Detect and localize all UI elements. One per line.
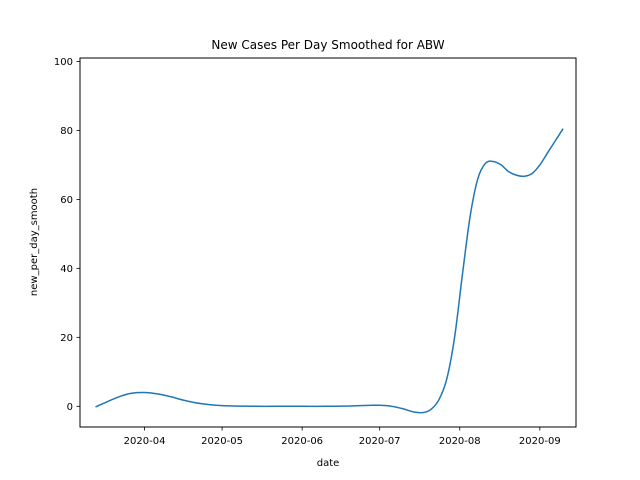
plot-area: [95, 128, 564, 414]
x-tick-label: 2020-08: [439, 436, 481, 447]
x-axis-title: date: [317, 458, 340, 469]
y-tick-label: 40: [60, 264, 73, 275]
x-tick-label: 2020-06: [281, 436, 323, 447]
axes-frame: [79, 57, 577, 428]
chart-title: New Cases Per Day Smoothed for ABW: [211, 38, 444, 52]
y-tick-label: 20: [60, 333, 73, 344]
x-tick-label: 2020-05: [201, 436, 243, 447]
y-tick-label: 60: [60, 195, 73, 206]
y-tick-label: 100: [54, 57, 73, 68]
y-axis: 0 20 40 60 80 100: [54, 57, 80, 413]
y-tick-label: 80: [60, 126, 73, 137]
x-tick-label: 2020-07: [359, 436, 401, 447]
y-tick-label: 0: [67, 402, 73, 413]
y-axis-title: new_per_day_smooth: [29, 188, 40, 296]
x-axis: 2020-04 2020-05 2020-06 2020-07 2020-08 2020-…: [124, 427, 561, 447]
x-tick-label: 2020-04: [124, 436, 166, 447]
x-tick-label: 2020-09: [519, 436, 561, 447]
series-line: [95, 128, 564, 414]
